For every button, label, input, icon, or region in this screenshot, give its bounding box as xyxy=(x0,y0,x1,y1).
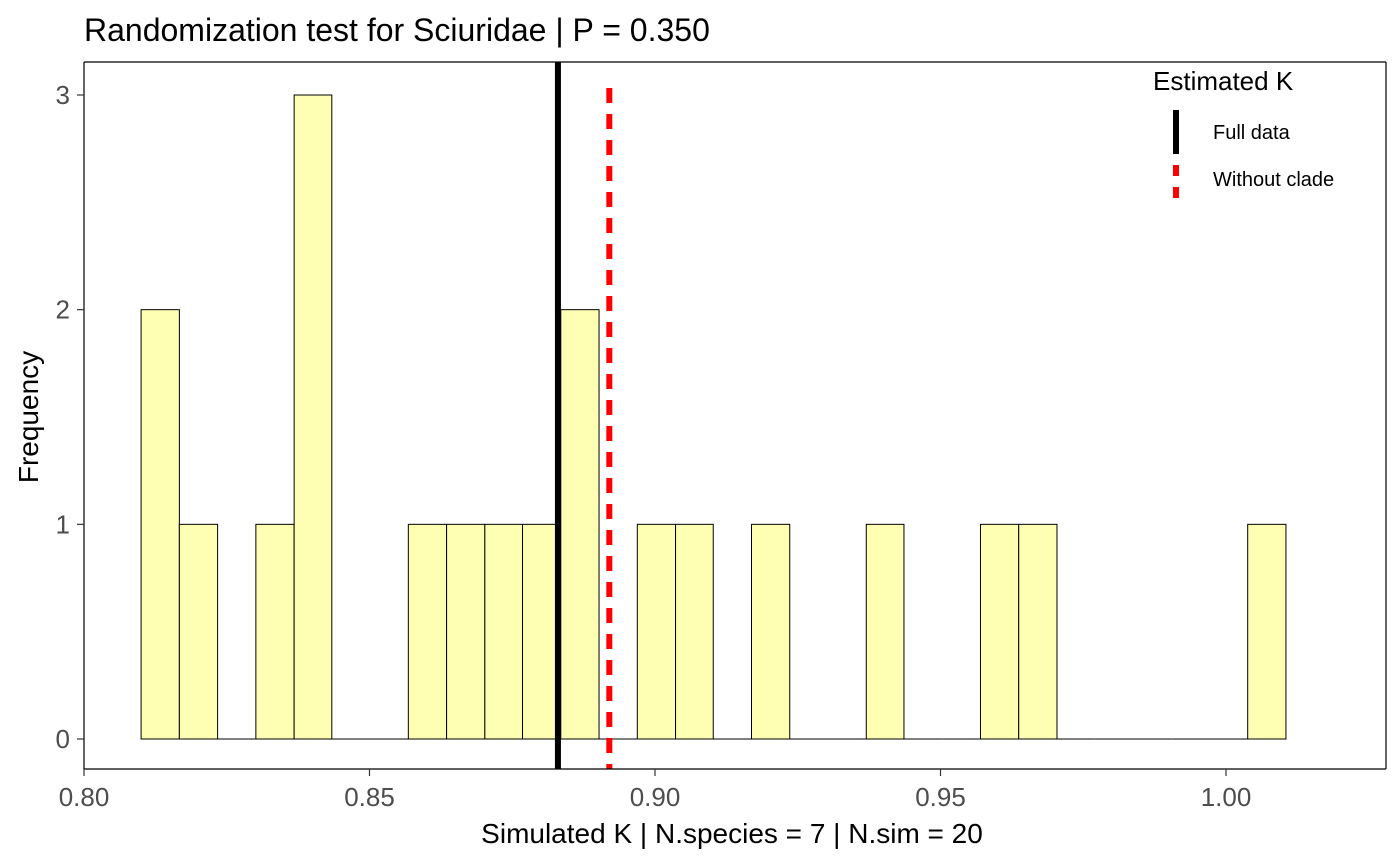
histogram-bar xyxy=(979,523,1020,740)
histogram-bar xyxy=(675,523,714,740)
histogram-bar xyxy=(446,523,486,740)
x-tick-label: 0.80 xyxy=(59,782,110,812)
legend-title: Estimated K xyxy=(1153,66,1294,96)
histogram-bar xyxy=(293,94,333,740)
histogram-bar xyxy=(178,523,219,740)
x-tick-label: 0.85 xyxy=(344,782,395,812)
x-tick-label: 0.95 xyxy=(915,782,966,812)
histogram-bar xyxy=(750,523,791,740)
histogram-bar xyxy=(1247,523,1287,740)
y-tick-label: 2 xyxy=(56,295,70,325)
histogram-bar xyxy=(255,523,295,740)
legend-label-without-clade: Without clade xyxy=(1213,169,1334,191)
histogram-bars xyxy=(140,94,1287,740)
histogram-bar xyxy=(560,309,600,740)
y-axis-title: Frequency xyxy=(13,351,44,483)
legend: Estimated K Full data Without clade xyxy=(1153,66,1334,200)
y-tick-label: 3 xyxy=(56,80,70,110)
chart-title: Randomization test for Sciuridae | P = 0… xyxy=(84,12,710,48)
x-tick-label: 1.00 xyxy=(1201,782,1252,812)
x-axis-title: Simulated K | N.species = 7 | N.sim = 20 xyxy=(481,818,983,849)
reference-lines xyxy=(554,62,613,769)
histogram-bar xyxy=(636,523,677,740)
histogram-bar xyxy=(407,523,448,740)
x-axis-ticks: 0.80 0.85 0.90 0.95 1.00 xyxy=(59,769,1252,812)
histogram-bar xyxy=(140,309,180,740)
x-tick-label: 0.90 xyxy=(630,782,681,812)
histogram-bar xyxy=(522,523,562,740)
histogram-bar xyxy=(865,523,905,740)
y-axis-ticks: 0 1 2 3 xyxy=(56,80,84,754)
legend-label-full-data: Full data xyxy=(1213,122,1291,144)
y-tick-label: 1 xyxy=(56,509,70,539)
histogram-bar xyxy=(484,523,524,740)
histogram-bar xyxy=(1018,523,1058,740)
y-tick-label: 0 xyxy=(56,724,70,754)
